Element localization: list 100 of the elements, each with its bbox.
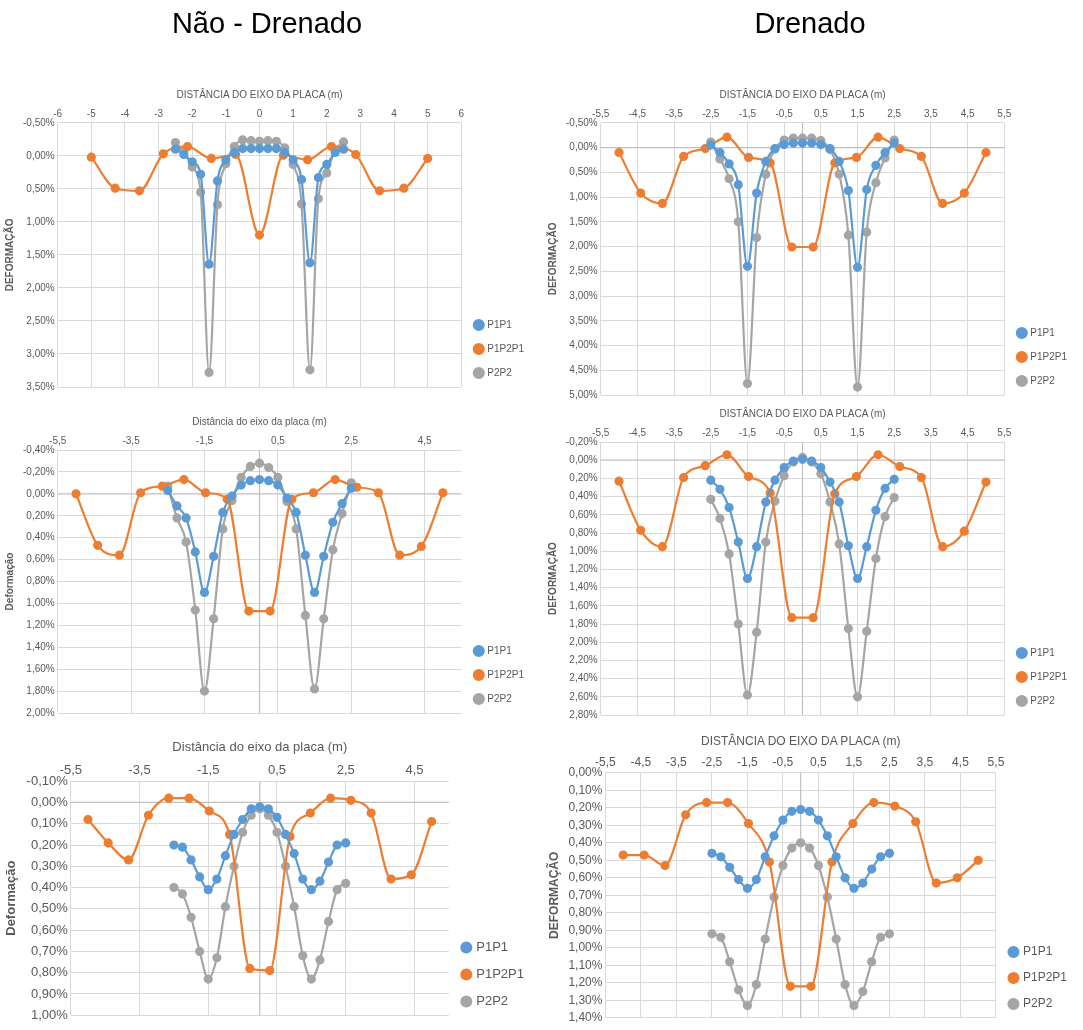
legend-label: P1P1 <box>487 318 513 330</box>
x-tick-label: -3,5 <box>666 754 688 769</box>
y-tick-label: 2,50% <box>26 314 55 326</box>
legend-label: P1P1 <box>487 644 513 656</box>
legend-label: P1P2P1 <box>1022 970 1068 985</box>
y-tick-label: 0,90% <box>30 985 69 1001</box>
y-tick-label: 1,40% <box>26 641 55 652</box>
legend-label: P1P1 <box>1030 646 1056 658</box>
x-tick-label: -1,5 <box>195 434 214 446</box>
y-tick-label: 0,40% <box>30 879 69 895</box>
y-tick-label: 1,00% <box>26 215 55 227</box>
y-tick-label: 0,30% <box>30 857 69 873</box>
y-tick-label: 0,00% <box>569 141 598 153</box>
y-tick-label: 1,20% <box>569 563 598 575</box>
x-tick-label: 3,5 <box>923 426 939 438</box>
y-tick-label: 2,00% <box>569 240 598 252</box>
y-tick-label: 0,40% <box>568 835 603 850</box>
y-tick-label: 1,60% <box>569 599 598 611</box>
y-tick-label: 2,80% <box>569 708 598 720</box>
y-tick-label: 0,80% <box>569 526 598 538</box>
x-tick-label: -2,5 <box>701 754 723 769</box>
y-axis-title: Deformação <box>3 552 15 611</box>
y-tick-label: 0,10% <box>568 782 603 797</box>
y-tick-label: 0,50% <box>26 182 55 194</box>
legend-label: P1P1 <box>1030 326 1056 338</box>
x-tick-label: 1 <box>290 107 297 119</box>
y-tick-label: 0,00% <box>30 794 69 810</box>
x-tick-label: 4,5 <box>405 761 424 777</box>
y-tick-label: 5,00% <box>569 388 598 400</box>
y-tick-label: 3,00% <box>569 289 598 301</box>
x-tick-label: 3,5 <box>923 107 939 119</box>
x-tick-label: 4,5 <box>952 754 970 769</box>
y-tick-label: 1,30% <box>568 992 603 1007</box>
x-tick-label: 0,5 <box>813 107 829 119</box>
y-tick-label: 1,80% <box>26 684 55 696</box>
x-tick-label: -3,5 <box>665 107 684 119</box>
y-tick-label: -0,20% <box>566 435 598 447</box>
x-tick-label: -4,5 <box>628 107 647 119</box>
y-tick-label: 0,00% <box>569 453 598 465</box>
y-tick-label: 0,60% <box>569 508 598 520</box>
y-tick-label: 0,50% <box>569 166 598 178</box>
y-tick-label: 1,40% <box>569 581 598 593</box>
y-tick-label: 1,80% <box>569 617 598 629</box>
y-tick-label: 1,40% <box>568 1010 603 1025</box>
y-tick-label: 1,00% <box>568 940 603 955</box>
x-tick-label: 1,5 <box>850 426 865 438</box>
legend-label: P2P2 <box>487 366 513 378</box>
x-tick-label: -3,5 <box>122 434 141 446</box>
x-tick-label: 5 <box>424 107 431 119</box>
legend-label: P1P2P1 <box>1030 350 1068 362</box>
y-tick-label: 0,20% <box>30 836 69 852</box>
y-tick-label: 1,00% <box>569 190 598 202</box>
y-tick-label: 0,20% <box>26 509 55 521</box>
legend-label: P1P1 <box>1022 944 1053 959</box>
x-tick-label: 0,5 <box>270 434 286 446</box>
x-tick-label: 1,5 <box>850 107 865 119</box>
x-tick-label: 2,5 <box>344 434 359 446</box>
y-tick-label: 2,60% <box>569 690 598 702</box>
x-tick-label: 0,5 <box>810 754 828 769</box>
x-tick-label: -1,5 <box>737 754 759 769</box>
y-tick-label: 3,50% <box>569 314 598 326</box>
x-tick-label: -5,5 <box>59 761 82 777</box>
y-tick-label: 1,00% <box>26 597 55 609</box>
y-tick-label: 1,60% <box>26 662 55 674</box>
legend-label: P1P2P1 <box>487 668 525 680</box>
y-tick-label: 2,00% <box>569 635 598 647</box>
x-tick-label: -3 <box>154 107 164 119</box>
x-tick-label: -1,5 <box>197 761 220 777</box>
x-axis-title: DISTÂNCIA DO EIXO DA PLACA (m) <box>719 406 886 419</box>
x-tick-label: 5,5 <box>997 107 1012 119</box>
x-tick-label: 2,5 <box>887 107 902 119</box>
y-tick-label: 0,20% <box>569 472 598 484</box>
y-tick-label: 0,50% <box>30 900 69 916</box>
y-tick-label: 0,80% <box>26 575 55 587</box>
x-tick-label: 3,5 <box>916 754 934 769</box>
x-axis-title: DISTÂNCIA DO EIXO DA PLACA (m) <box>701 732 901 748</box>
y-axis-title: DEFORMAÇÃO <box>545 851 561 939</box>
x-tick-label: 2,5 <box>881 754 899 769</box>
y-tick-label: 2,50% <box>569 265 598 277</box>
y-tick-label: 2,40% <box>569 672 598 684</box>
y-tick-label: 0,40% <box>569 490 598 502</box>
legend-label: P2P2 <box>1022 996 1053 1011</box>
y-tick-label: 0,80% <box>30 964 69 980</box>
chart-title: Não - Drenado <box>171 7 363 40</box>
y-tick-label: -0,20% <box>23 465 55 477</box>
y-tick-label: 0,90% <box>568 922 603 937</box>
x-tick-label: 2,5 <box>887 426 902 438</box>
legend-label: P2P2 <box>487 692 513 704</box>
x-tick-label: -1,5 <box>738 426 757 438</box>
y-tick-label: 1,50% <box>569 215 598 227</box>
y-tick-label: 0,60% <box>26 553 55 565</box>
x-tick-label: -4 <box>120 107 130 119</box>
x-tick-label: 1,5 <box>845 754 863 769</box>
y-tick-label: 0,80% <box>568 905 603 920</box>
x-tick-label: 0,5 <box>813 426 829 438</box>
x-tick-label: 0,5 <box>267 761 287 777</box>
x-tick-label: 0 <box>256 107 263 119</box>
y-tick-label: 1,00% <box>30 1006 69 1022</box>
y-tick-label: -0,40% <box>23 443 55 455</box>
x-tick-label: -5,5 <box>592 107 610 119</box>
